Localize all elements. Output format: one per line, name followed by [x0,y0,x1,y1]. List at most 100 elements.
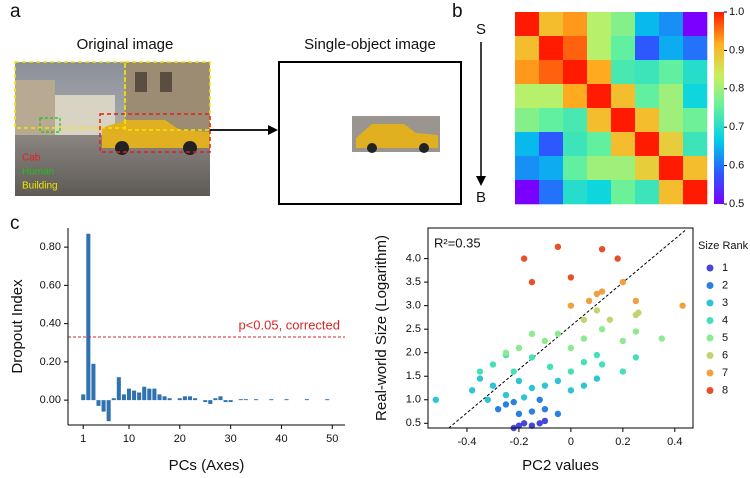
bar [96,400,101,406]
scatter-point [593,375,601,382]
y-tick-label: 0.20 [40,356,61,368]
bar [137,392,142,401]
bar [162,396,167,401]
bar [147,388,152,401]
y-tick-label: 3.5 [406,276,421,288]
heatmap-cell [587,180,612,205]
x-axis-label: PC2 values [522,457,599,474]
y-tick-label: 0.80 [40,241,61,253]
heatmap-cell [659,84,684,109]
scatter-point [510,368,517,375]
colorbar-tick-label: 0.5 [729,198,744,210]
heatmap-cell [659,180,684,205]
heatmap-cell [515,156,540,181]
scatter-point [541,405,549,413]
legend-swatch [706,352,714,359]
y-tick-label: 0.40 [40,318,61,330]
scatter-point [536,396,543,403]
bar [91,363,96,401]
y-tick-label: 0.00 [40,394,61,406]
legend-swatch [706,334,714,342]
scatter-point [632,354,640,361]
heatmap-cell [611,108,636,133]
heatmap-cell [683,12,708,37]
bar [101,400,106,412]
scatter-point [593,307,601,314]
heatmap-cell [611,36,636,61]
legend-swatch [706,299,714,307]
scatter-point [515,422,523,429]
scatter-point [536,420,543,427]
bar [177,398,182,401]
heatmap-cell [539,84,564,109]
heatmap-cell [659,156,684,181]
heatmap-cell [683,180,708,205]
heatmap-cell [611,12,636,37]
scatter-point [580,358,588,366]
scatter-point [502,391,510,399]
plot-frame [427,227,694,429]
legend-label: Building [22,181,58,192]
x-tick-label: 40 [275,433,287,445]
scatter-point [515,377,523,385]
threshold-label: p<0.05, corrected [238,317,340,332]
x-tick-label: 0.2 [615,436,630,448]
heatmap-cell [563,84,588,109]
scatter-point [554,410,562,418]
row-end-label: B [476,189,486,206]
scatter-point [489,382,497,389]
legend-label: 2 [722,279,728,291]
heatmap-cell [539,180,564,205]
legend-label: 7 [722,367,728,379]
scatter-point [502,401,510,408]
heatmap-cell [587,12,612,37]
heatmap-cell [587,84,612,109]
heatmap-cell [683,132,708,157]
bar [81,394,86,401]
legend-title: Size Rank [698,240,749,252]
legend-label: 6 [722,349,728,361]
legend-swatch [706,282,714,289]
scatter-point [632,297,640,305]
bar [269,399,274,401]
bar [254,399,259,401]
scatter-point [476,368,484,375]
heatmap-cell [539,12,564,37]
scatter-point [598,325,606,333]
bar [193,398,198,401]
y-tick-label: 0.5 [406,417,421,429]
x-tick-label: 0 [568,436,574,448]
legend-swatch [706,264,714,272]
legend-label: 1 [722,262,728,274]
heatmap-cell [563,156,588,181]
scatter-point [520,394,528,401]
y-tick-label: 4.0 [406,252,421,264]
heatmap-cell [635,84,660,109]
bar [142,386,147,401]
heatmap-cell [563,12,588,37]
arrow-head [268,125,278,135]
heatmap-cell [587,36,612,61]
bar [152,388,157,401]
legend-label: 5 [722,332,728,344]
heatmap-cell [515,180,540,205]
heatmap-cell [635,36,660,61]
bar [218,396,223,401]
heatmap-cell [563,36,588,61]
heatmap-cell [587,60,612,85]
scatter-point [541,382,549,389]
scatter-point [520,420,528,427]
scatter-point [502,349,510,356]
scatter-point [585,297,593,305]
bar [116,377,121,401]
scatter-point [619,337,627,345]
scatter-point [580,316,588,323]
colorbar-tick-label: 1.0 [729,6,744,18]
scatter-point [567,368,575,375]
x-tick-label: 50 [326,433,338,445]
y-tick-label: 1.0 [406,394,421,406]
scatter-point [554,330,562,338]
heatmap-cell [539,36,564,61]
scatter-point [468,387,476,394]
scatter-point [476,375,484,382]
